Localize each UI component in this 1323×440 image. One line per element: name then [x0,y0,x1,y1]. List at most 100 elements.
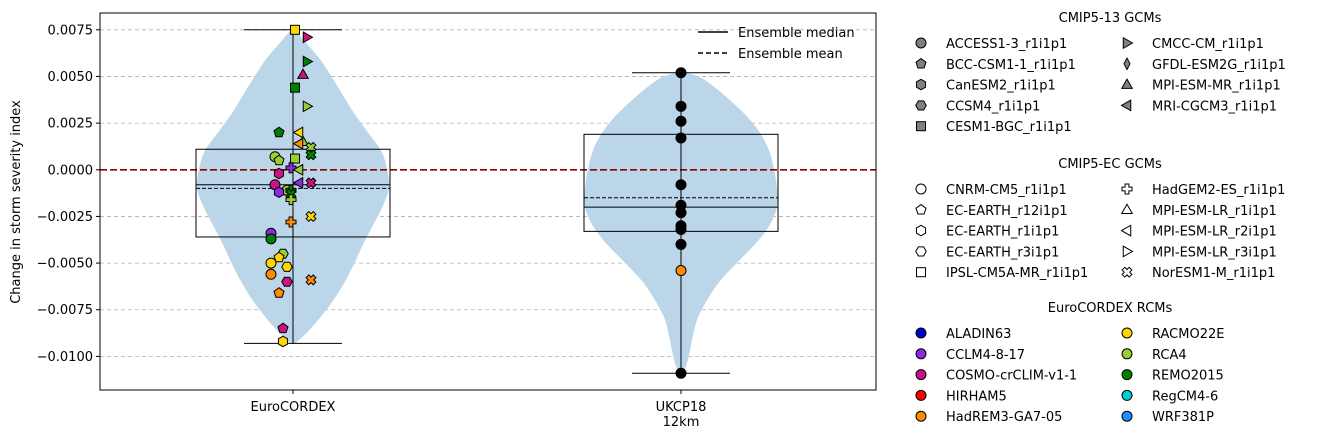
legend-marker [1121,348,1133,360]
legend-entry-label: HadREM3-GA7-05 [946,410,1062,425]
data-points [265,24,687,379]
legend-entry-label: RegCM4-6 [1152,389,1218,404]
y-tick-label: 0.0025 [48,117,94,132]
data-point [305,274,317,286]
legend-entry-label: EC-EARTH_r3i1p1 [946,245,1059,260]
legend-marker [915,37,927,49]
legend-marker [1122,36,1134,50]
x-tick-label: 12km [663,415,700,430]
axes: −0.0100 −0.0075 −0.0050 −0.0025 0.0000 0.0025… [37,12,877,430]
legend-entry-label: HadGEM2-ES_r1i1p1 [1152,183,1285,198]
plot-frame [99,12,877,391]
legend-marker [1120,203,1134,215]
legend-marker [1120,78,1134,89]
legend-entry-label: CCLM4-8-17 [946,348,1025,363]
x-tick-label: EuroCORDEX [251,400,336,415]
data-point [285,194,297,206]
data-point [302,100,314,113]
legend-entry-label: CMCC-CM_r1i1p1 [1152,37,1264,52]
legend-entry-label: BCC-CSM1-1_r1i1p1 [946,58,1076,73]
data-point [292,163,304,176]
legend-entry-label: EC-EARTH_r1i1p1 [946,225,1059,240]
legend-marker [915,57,927,69]
data-point [675,179,687,191]
legend-marker [1121,266,1133,278]
legend-marker [915,203,927,215]
legend-marker [915,100,927,111]
data-point [273,167,285,180]
data-point [290,82,300,93]
legend-group-title: CMIP5-13 GCMs [1059,11,1162,26]
data-point [273,126,285,138]
data-point [302,31,314,44]
legend-marker [915,78,927,91]
legend-marker [1123,56,1131,71]
legend-entry-label: MPI-ESM-LR_r2i1p1 [1152,225,1277,240]
x-tick-label: UKCP18 [656,400,707,415]
legend-marker [915,389,927,401]
legend-entry-label: MPI-ESM-LR_r3i1p1 [1152,245,1277,260]
legend-marker [1121,183,1133,195]
legend-marker [1121,327,1133,339]
legend-entry-label: CanESM2_r1i1p1 [946,79,1056,94]
legend-entry-label: RCA4 [1152,348,1187,363]
y-tick-label: −0.0025 [37,210,93,225]
legend-marker [915,348,927,360]
y-tick-label: −0.0075 [37,303,93,318]
legend-entry-label: RACMO22E [1152,327,1224,342]
legend-marker [915,327,927,339]
legend-marker [1121,389,1133,401]
legend-entry-label: NorESM1-M_r1i1p1 [1152,266,1275,281]
legend-entry-label: HIRHAM5 [946,389,1007,404]
data-point [277,322,289,334]
data-point [675,223,687,235]
legend-line-label: Ensemble median [738,26,855,41]
data-point [675,265,687,277]
legend-entry-label: WRF381P [1152,410,1214,425]
legend-marker [916,121,926,132]
legend-marker [1122,245,1134,258]
y-tick-label: 0.0000 [48,163,94,178]
legend-entry-label: MPI-ESM-MR_r1i1p1 [1152,79,1281,94]
legend-entry-label: ALADIN63 [946,327,1011,342]
iqr-box [195,148,391,238]
legend-line-label: Ensemble mean [738,47,843,62]
y-tick-label: 0.0075 [48,23,94,38]
legend-marker [915,410,927,422]
data-point [290,24,300,35]
data-point [285,162,297,174]
data-point [281,276,293,287]
legend-group-title: CMIP5-EC GCMs [1058,157,1162,172]
y-tick-label: −0.0100 [37,350,93,365]
legend-marker [1120,99,1132,112]
data-point [273,251,285,263]
legend-marker [1120,224,1132,237]
data-point [305,177,317,189]
data-point [265,233,277,245]
data-point [675,100,687,112]
legend-entry-label: EC-EARTH_r12i1p1 [946,204,1068,219]
data-point [273,154,285,166]
legend-marker [916,267,926,278]
violins [196,29,778,375]
data-point [281,261,293,272]
legend-entry-label: CESM1-BGC_r1i1p1 [946,120,1072,135]
data-point [290,153,300,164]
data-point [675,207,687,219]
data-point [273,287,285,298]
data-point [292,176,304,189]
line-legend: Ensemble median Ensemble mean [698,26,855,62]
data-point [292,126,304,139]
legend-entry-label: COSMO-crCLIM-v1-1 [946,369,1077,384]
marker-legend: CMIP5-13 GCMs ACCESS1-3_r1i1p1 BCC-CSM1-1_… [915,11,1286,425]
legend-entry-label: CCSM4_r1i1p1 [946,99,1040,114]
data-point [675,115,687,127]
data-point [305,149,317,161]
y-tick-label: −0.0050 [37,257,93,272]
data-point [675,67,687,79]
legend-marker [915,369,927,381]
legend-entry-label: ACCESS1-3_r1i1p1 [946,37,1067,52]
data-point [675,367,687,379]
data-point [265,268,277,280]
